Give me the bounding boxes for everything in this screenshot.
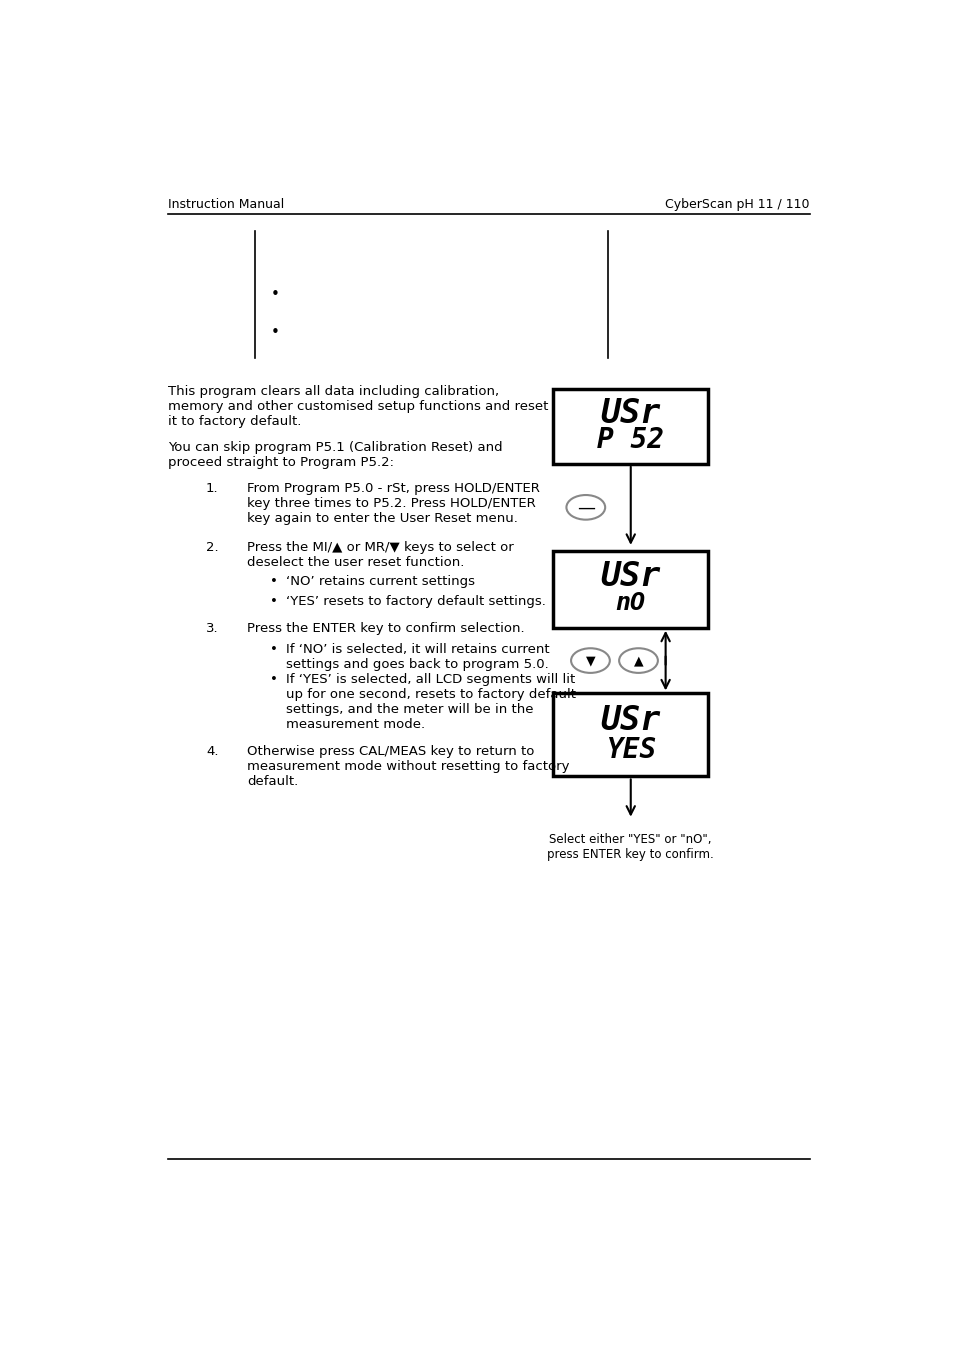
Text: Otherwise press CAL/MEAS key to return to
measurement mode without resetting to : Otherwise press CAL/MEAS key to return t… (247, 745, 569, 788)
Ellipse shape (566, 495, 604, 520)
Text: Press the ENTER key to confirm selection.: Press the ENTER key to confirm selection… (247, 622, 524, 634)
Text: Instruction Manual: Instruction Manual (168, 198, 284, 211)
Text: You can skip program P5.1 (Calibration Reset) and
proceed straight to Program P5: You can skip program P5.1 (Calibration R… (168, 440, 502, 468)
Bar (553, 551, 707, 628)
Text: P 52: P 52 (597, 427, 663, 454)
Text: ‘YES’ resets to factory default settings.: ‘YES’ resets to factory default settings… (286, 595, 545, 608)
Text: •: • (270, 325, 279, 340)
Ellipse shape (618, 648, 658, 672)
Text: •: • (270, 286, 279, 302)
Text: Select either "YES" or "nO",
press ENTER key to confirm.: Select either "YES" or "nO", press ENTER… (547, 833, 714, 861)
Text: YES: YES (605, 736, 655, 764)
Text: From Program P5.0 - rSt, press HOLD/ENTER
key three times to P5.2. Press HOLD/EN: From Program P5.0 - rSt, press HOLD/ENTE… (247, 482, 539, 525)
Text: ▲: ▲ (633, 655, 642, 667)
Text: This program clears all data including calibration,
memory and other customised : This program clears all data including c… (168, 385, 548, 428)
Text: 4.: 4. (206, 745, 218, 757)
Text: 2.: 2. (206, 541, 218, 554)
Bar (553, 389, 707, 464)
Text: •: • (270, 575, 278, 589)
Text: nO: nO (615, 591, 645, 616)
Text: •: • (270, 672, 278, 686)
Text: ‘NO’ retains current settings: ‘NO’ retains current settings (286, 575, 475, 589)
Text: •: • (270, 595, 278, 608)
Text: USr: USr (600, 560, 660, 593)
Text: 3.: 3. (206, 622, 218, 634)
Ellipse shape (571, 648, 609, 672)
Text: Press the MI/▲ or MR/▼ keys to select or
deselect the user reset function.: Press the MI/▲ or MR/▼ keys to select or… (247, 541, 514, 568)
Text: ▼: ▼ (585, 655, 595, 667)
Text: —: — (577, 498, 594, 516)
Text: USr: USr (600, 705, 660, 737)
Text: CyberScan pH 11 / 110: CyberScan pH 11 / 110 (664, 198, 809, 211)
Text: 1.: 1. (206, 482, 218, 494)
Text: •: • (270, 643, 278, 656)
Bar (553, 694, 707, 776)
Text: If ‘NO’ is selected, it will retains current
settings and goes back to program 5: If ‘NO’ is selected, it will retains cur… (286, 643, 549, 671)
Text: If ‘YES’ is selected, all LCD segments will lit
up for one second, resets to fac: If ‘YES’ is selected, all LCD segments w… (286, 672, 576, 730)
Text: USr: USr (600, 397, 660, 431)
